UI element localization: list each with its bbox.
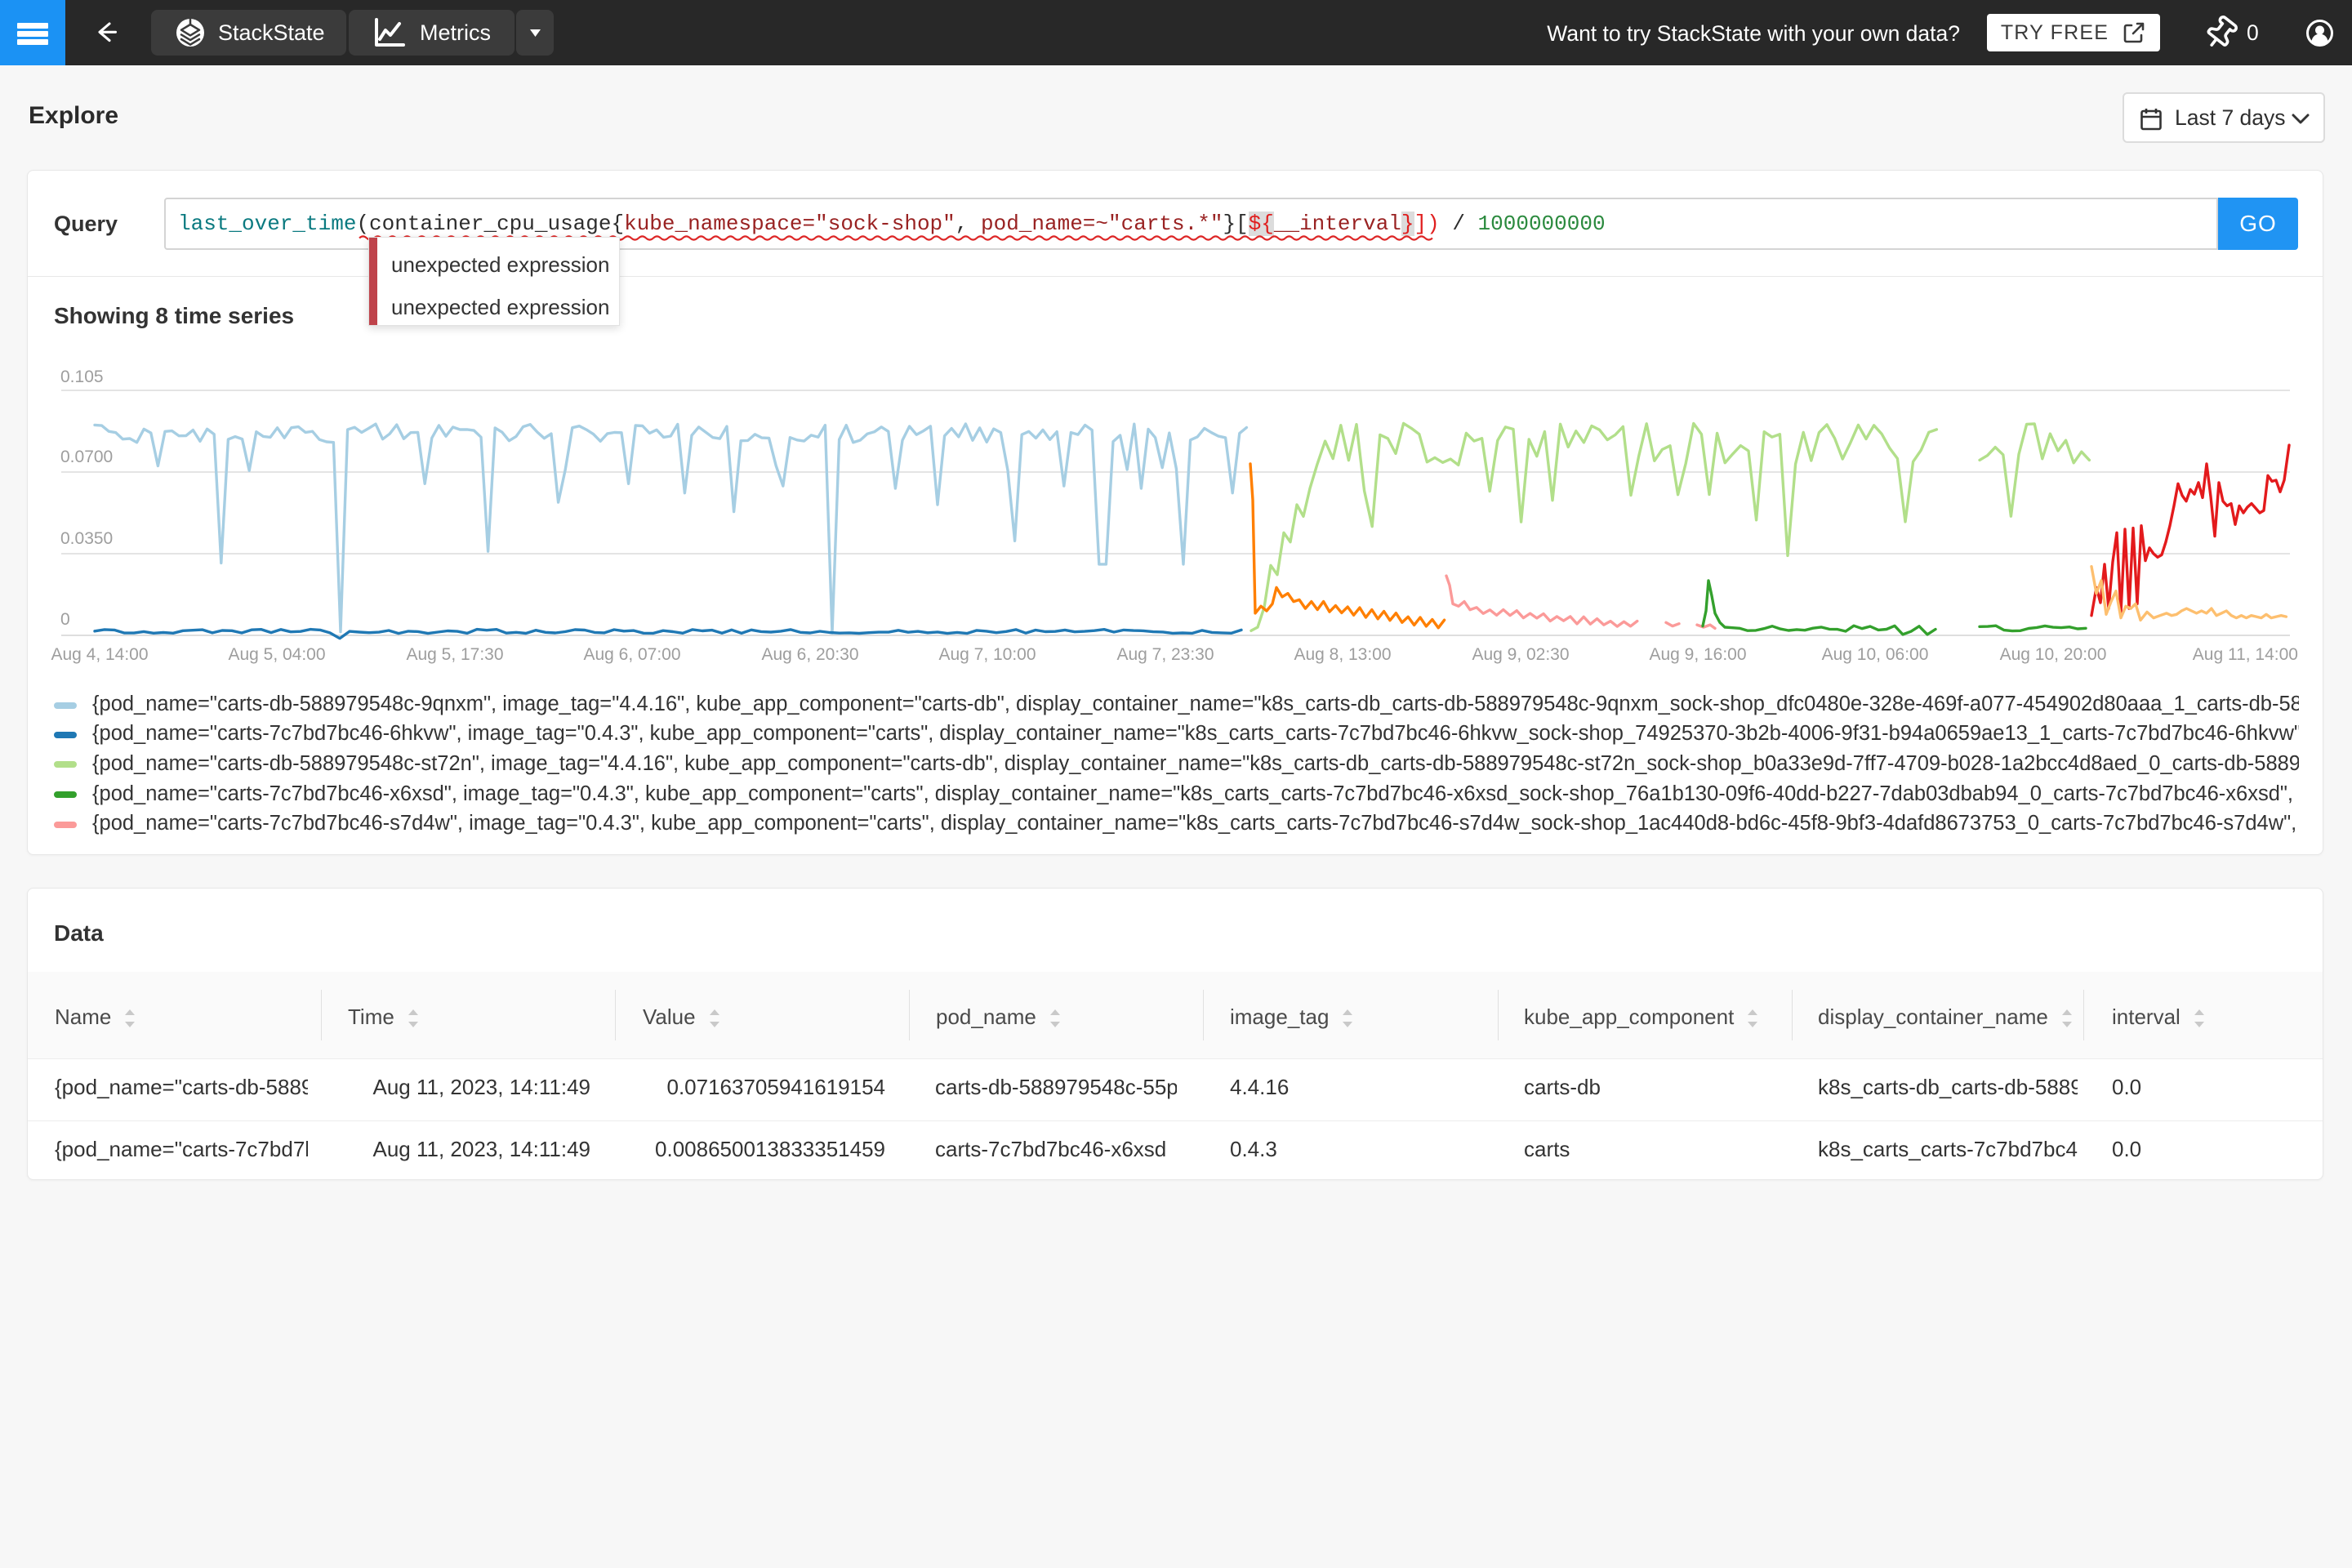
- svg-text:Aug 6, 20:30: Aug 6, 20:30: [761, 645, 858, 664]
- svg-text:Aug 11, 14:00: Aug 11, 14:00: [2193, 645, 2298, 664]
- svg-text:Aug 10, 20:00: Aug 10, 20:00: [2000, 645, 2107, 664]
- svg-text:Aug 10, 06:00: Aug 10, 06:00: [1822, 645, 1929, 664]
- svg-text:Aug 6, 07:00: Aug 6, 07:00: [583, 645, 680, 664]
- svg-text:0: 0: [60, 610, 70, 629]
- svg-text:0.0350: 0.0350: [60, 529, 113, 548]
- svg-text:Aug 9, 02:30: Aug 9, 02:30: [1472, 645, 1569, 664]
- svg-text:Aug 7, 10:00: Aug 7, 10:00: [938, 645, 1036, 664]
- svg-text:0.105: 0.105: [60, 368, 104, 386]
- svg-text:Aug 5, 04:00: Aug 5, 04:00: [228, 645, 325, 664]
- svg-text:Aug 4, 14:00: Aug 4, 14:00: [51, 645, 148, 664]
- svg-text:Aug 8, 13:00: Aug 8, 13:00: [1294, 645, 1391, 664]
- svg-text:Aug 7, 23:30: Aug 7, 23:30: [1116, 645, 1214, 664]
- svg-text:Aug 9, 16:00: Aug 9, 16:00: [1649, 645, 1746, 664]
- svg-text:Aug 5, 17:30: Aug 5, 17:30: [406, 645, 503, 664]
- svg-text:0.0700: 0.0700: [60, 448, 113, 466]
